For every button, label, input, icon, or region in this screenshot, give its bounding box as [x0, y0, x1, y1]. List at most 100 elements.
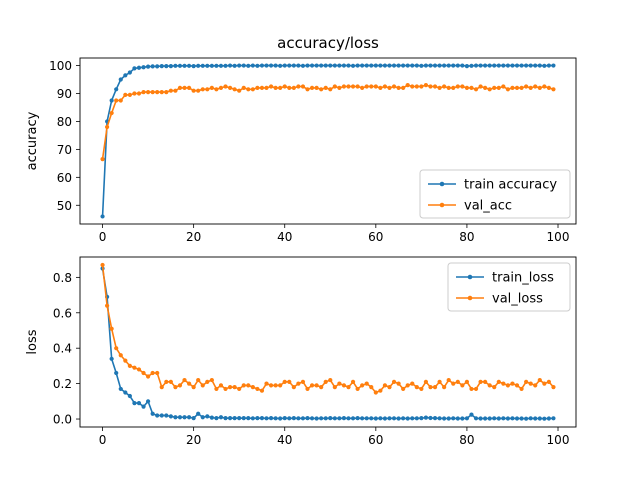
data-point [296, 381, 301, 386]
accuracy-axes: 0 20 40 60 80 100 50 60 70 80 90 100 accuracy train a… [25, 57, 577, 244]
data-point [442, 84, 447, 89]
data-point [464, 64, 470, 69]
data-point [118, 353, 123, 358]
data-point [364, 381, 369, 386]
data-point [360, 85, 365, 90]
data-point [177, 63, 183, 68]
chart-title: accuracy/loss [277, 34, 379, 52]
data-point [227, 85, 233, 90]
data-point [473, 386, 479, 392]
data-point [410, 84, 415, 89]
data-point [282, 63, 287, 68]
y-tick-label: 0.0 [53, 413, 72, 427]
data-point [473, 87, 479, 92]
y-tick-label: 60 [57, 171, 72, 185]
data-point [155, 413, 160, 418]
data-point [401, 416, 406, 421]
data-point [127, 70, 132, 75]
data-point [446, 63, 451, 68]
data-point [182, 85, 187, 90]
data-point [451, 381, 456, 386]
data-point [464, 379, 470, 384]
data-point [250, 87, 255, 92]
legend-marker [467, 295, 473, 301]
data-point [150, 89, 155, 95]
data-point [442, 416, 447, 421]
data-point [323, 416, 328, 421]
data-point [355, 416, 360, 421]
data-point [537, 63, 542, 68]
data-point [214, 87, 219, 92]
data-point [209, 377, 214, 383]
data-point [487, 63, 492, 68]
data-point [451, 63, 456, 68]
data-point [546, 63, 552, 68]
data-point [387, 85, 392, 90]
data-point [296, 84, 301, 89]
data-point [127, 363, 132, 369]
series-line-train-accuracy [101, 64, 554, 217]
data-point [173, 88, 178, 93]
data-point [442, 385, 447, 390]
data-point [232, 63, 237, 68]
data-point [382, 416, 388, 421]
data-point [446, 377, 451, 383]
data-point [350, 379, 356, 384]
data-point [378, 63, 383, 68]
data-point [291, 416, 296, 421]
data-point [287, 416, 292, 421]
data-point [200, 63, 205, 68]
data-point [314, 416, 319, 421]
data-point [159, 89, 164, 95]
x-tick-label: 40 [277, 230, 292, 244]
data-point [396, 416, 401, 421]
data-point [200, 383, 205, 388]
data-point [355, 63, 360, 68]
data-point [123, 390, 128, 395]
legend-label: train accuracy [464, 178, 557, 193]
data-point [109, 356, 114, 361]
data-point [378, 416, 383, 421]
data-point [337, 416, 342, 421]
data-point [136, 65, 142, 70]
data-point [214, 386, 219, 392]
data-point [410, 63, 415, 68]
data-point [186, 63, 192, 68]
data-point [145, 89, 151, 95]
data-point [505, 87, 511, 92]
data-point [177, 85, 183, 90]
data-point [127, 92, 132, 97]
data-point [437, 85, 442, 90]
data-point [487, 383, 492, 388]
data-point [396, 381, 401, 386]
data-point [483, 85, 488, 90]
data-point [423, 379, 429, 384]
data-point [460, 416, 465, 421]
data-point [487, 87, 492, 92]
data-point [478, 416, 483, 421]
data-point [373, 390, 378, 395]
data-point [524, 63, 529, 68]
axes-frame [79, 57, 577, 225]
data-point [341, 63, 347, 68]
y-tick-label: 80 [57, 115, 72, 129]
data-point [478, 84, 483, 89]
data-point [273, 85, 278, 90]
data-point [264, 63, 269, 68]
data-point [168, 64, 173, 69]
data-point [205, 379, 210, 384]
data-point [341, 416, 347, 421]
data-point [123, 92, 128, 97]
data-point [364, 416, 369, 421]
data-point [401, 386, 406, 392]
data-point [259, 63, 265, 68]
data-point [428, 63, 433, 68]
data-point [432, 416, 438, 421]
data-point [355, 84, 360, 89]
data-point [496, 63, 501, 68]
data-point [100, 214, 105, 219]
data-point [505, 416, 511, 421]
data-point [255, 416, 260, 421]
data-point [114, 98, 119, 103]
